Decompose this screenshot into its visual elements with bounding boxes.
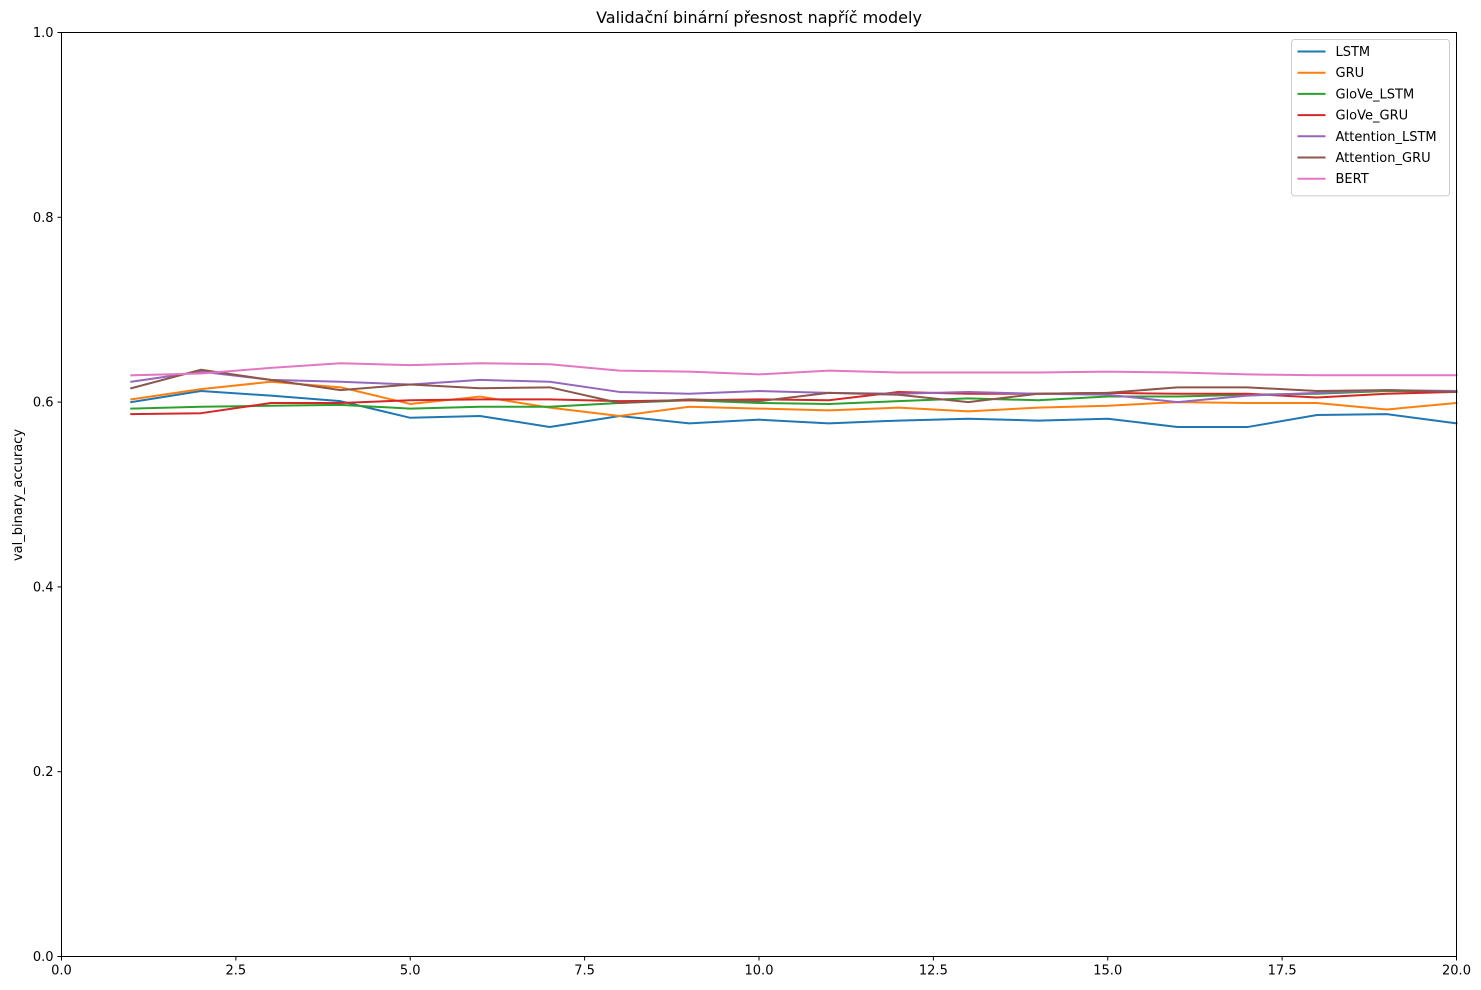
series-layer [130,362,1458,429]
legend-label: LSTM [1336,45,1371,60]
x-tick-label: 12.5 [919,964,948,979]
legend-label: GRU [1336,66,1365,81]
ticks-layer: 0.0 2.5 5.0 7.5 10.0 12.5 15.0 17.5 20.0 0.0 0.2 0.… [33,26,1471,979]
series-line-glove-gru [130,390,1458,416]
legend-box [1291,39,1450,197]
series-line-attention-gru [130,368,1458,405]
x-tick-label: 10.0 [745,964,774,979]
y-tick-label: 0.8 [33,211,54,226]
legend-label: GloVe_LSTM [1336,87,1415,102]
x-tick-label: 15.0 [1093,964,1122,979]
x-tick-label: 5.0 [400,964,421,979]
x-tick-label: 7.5 [574,964,595,979]
plot-frame [61,32,1457,957]
x-tick-label: 2.5 [226,964,247,979]
legend-label: GloVe_GRU [1336,109,1409,124]
y-tick-label: 1.0 [33,26,54,41]
y-tick-label: 0.0 [33,950,54,965]
y-tick-label: 0.4 [33,580,54,595]
chart-title: Validační binární přesnost napříč modely [596,8,922,27]
x-tick-label: 20.0 [1442,964,1471,979]
y-tick-label: 0.2 [33,765,54,780]
legend: LSTM GRU GloVe_LSTM GloVe_GRU Attention_LSTM… [1291,39,1450,197]
series-line-glove-lstm [130,390,1458,410]
legend-label: Attention_LSTM [1336,130,1437,145]
y-axis-label: val_binary_accuracy [11,429,26,561]
series-line-attention-lstm [130,370,1458,404]
legend-label: BERT [1336,172,1369,187]
series-line-bert [130,362,1458,377]
y-tick-label: 0.6 [33,396,54,411]
x-tick-label: 0.0 [51,964,72,979]
series-line-lstm [130,390,1458,429]
x-tick-label: 17.5 [1268,964,1297,979]
legend-label: Attention_GRU [1336,151,1431,166]
